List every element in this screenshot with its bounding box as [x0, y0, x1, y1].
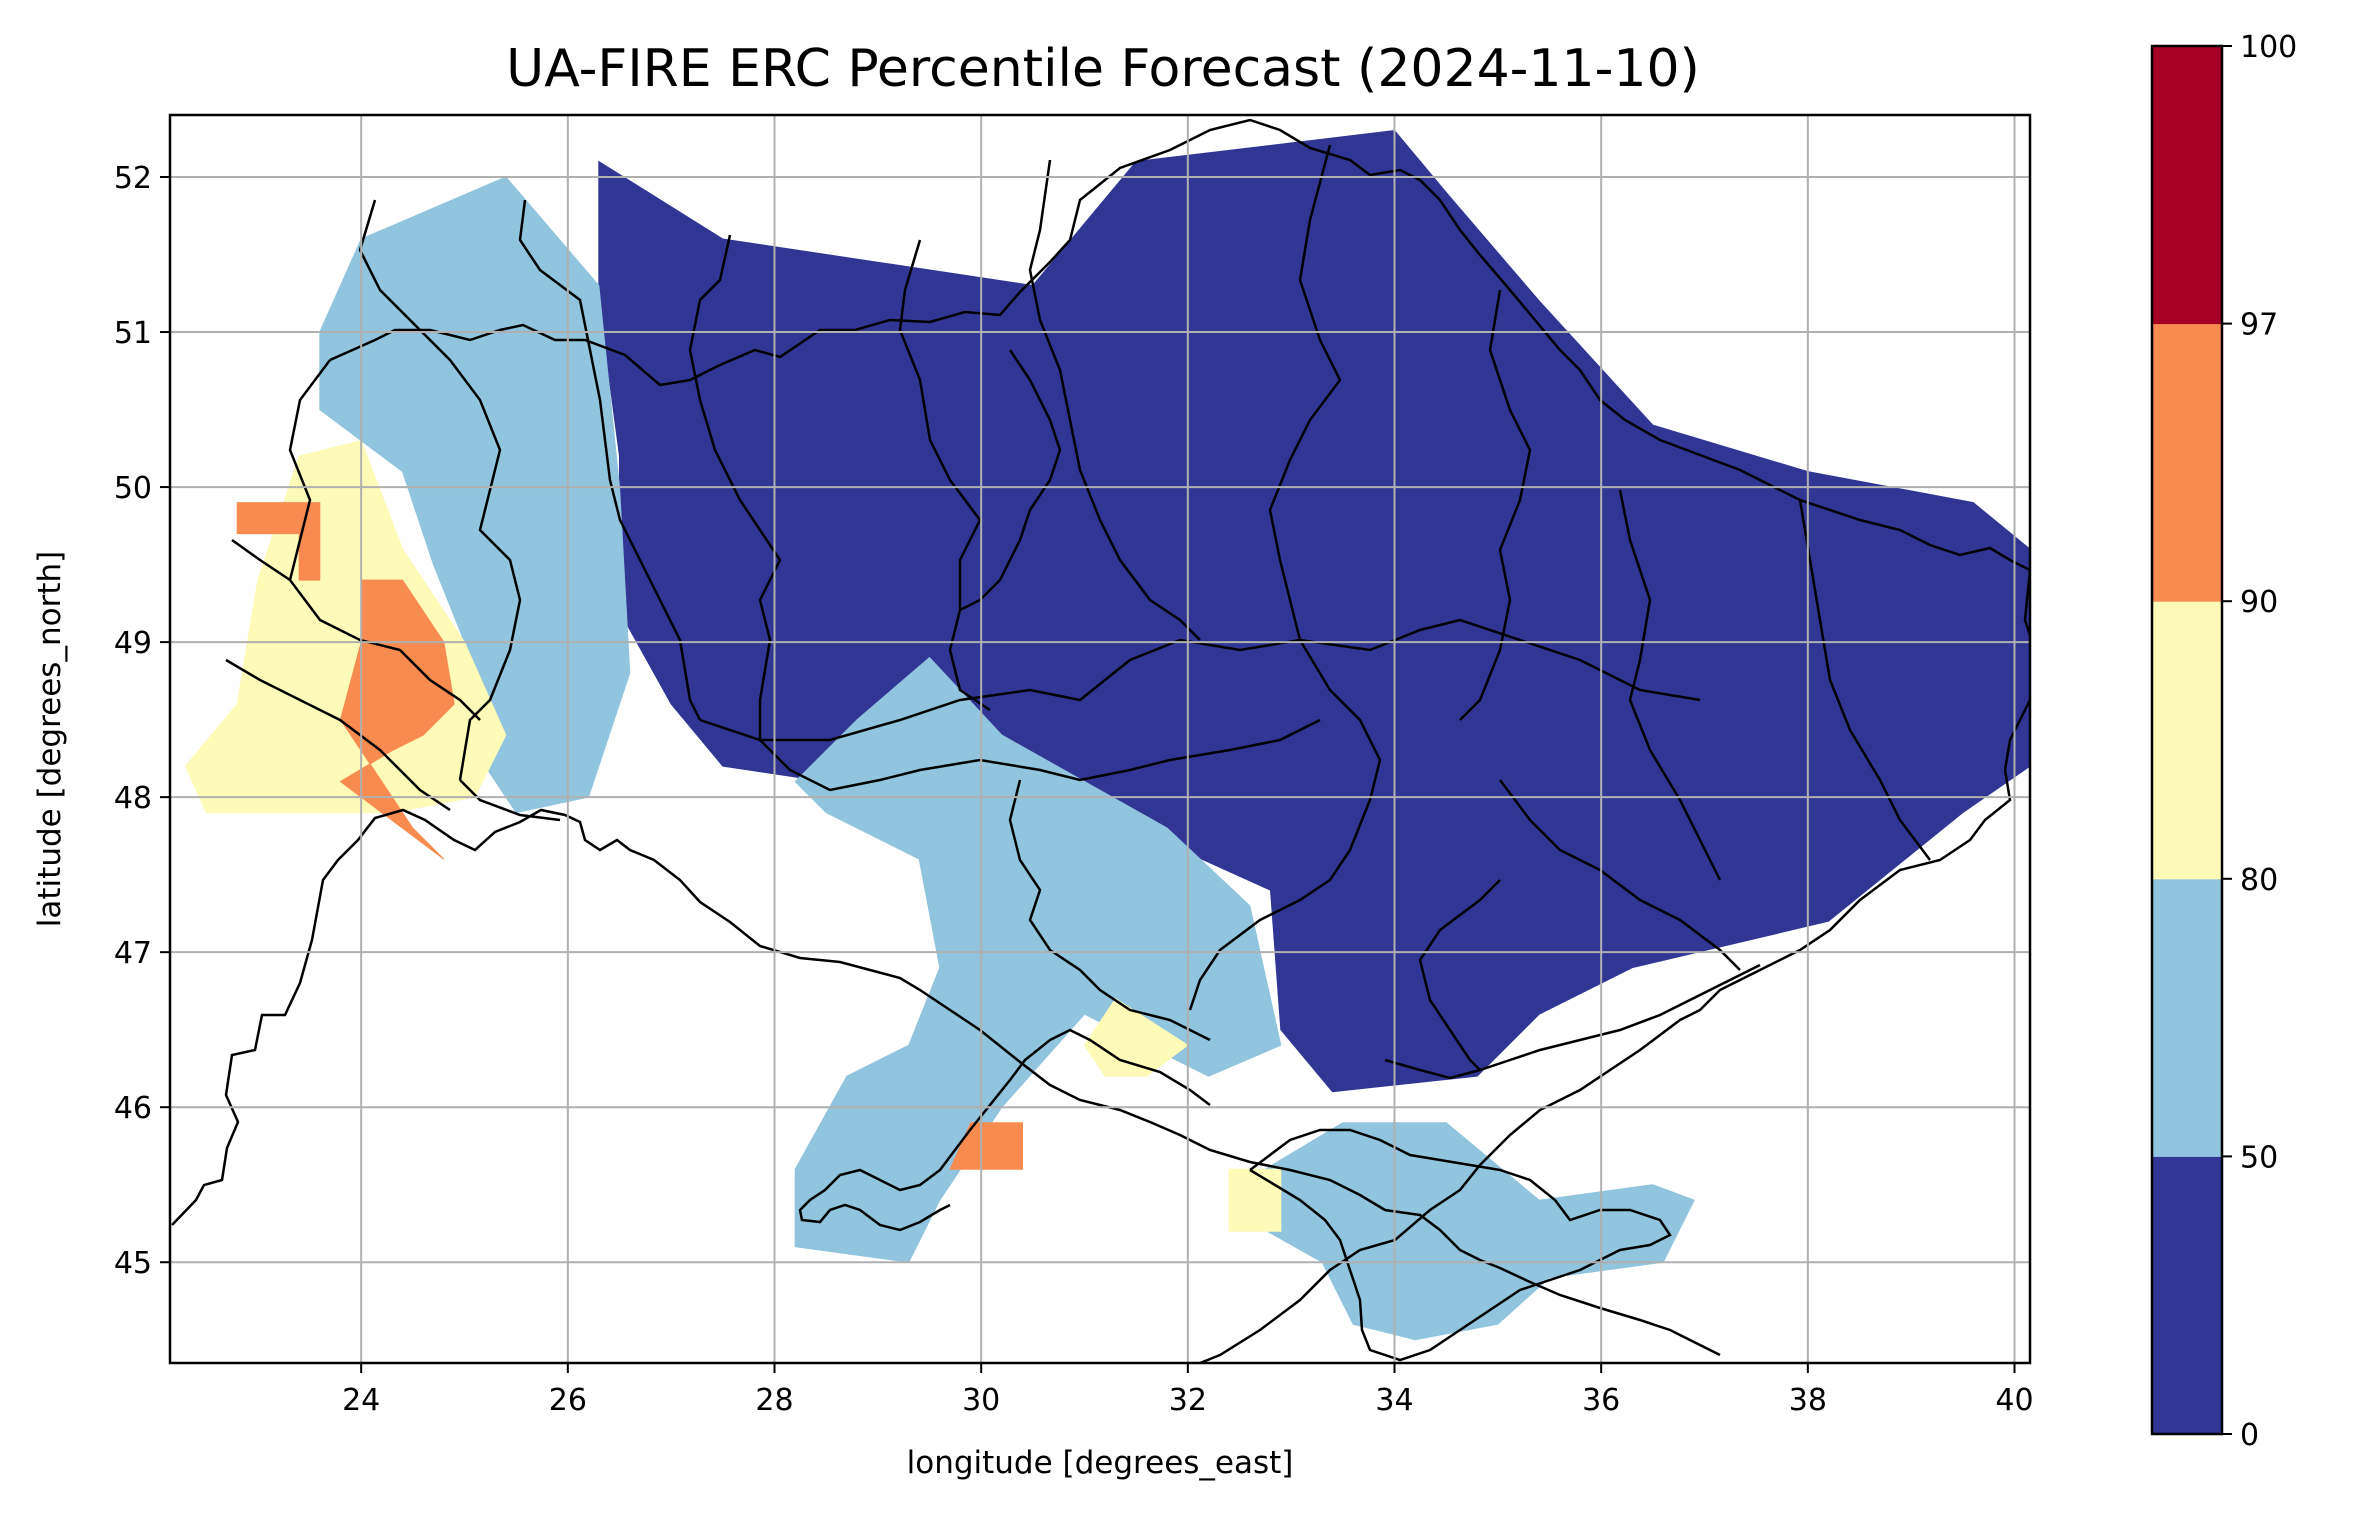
x-tick-label: 26: [549, 1383, 587, 1418]
colorbar-segment: [2152, 601, 2222, 880]
colorbar-tick-label: 100: [2240, 30, 2297, 65]
x-axis-label: longitude [degrees_east]: [907, 1445, 1294, 1481]
x-tick-label: 32: [1169, 1383, 1207, 1418]
oblast-borders-11: [1499, 779, 1741, 971]
oblast-borders-2: [688, 234, 782, 740]
oblast-borders-18: [225, 658, 451, 812]
crimea-coast: [1249, 1128, 1672, 1362]
oblast-borders-16: [288, 359, 481, 721]
colorbar-tick-label: 50: [2240, 1140, 2278, 1175]
plot-area: [170, 115, 2030, 1363]
country-border-north: [329, 118, 2030, 572]
coastline-odesa: [798, 1028, 1211, 1232]
colorbar-segment: [2152, 1156, 2222, 1435]
y-tick-label: 47: [114, 936, 152, 971]
country-border-east: [1199, 569, 2030, 1363]
oblast-borders-8: [759, 718, 1321, 792]
colorbar-segment: [2152, 878, 2222, 1157]
x-axis-ticks: 24 26 28 30 32 34 36 38 40: [342, 1363, 2034, 1418]
colorbar-tick-label: 90: [2240, 585, 2278, 620]
oblast-borders-14: [1418, 879, 1501, 1071]
y-tick-label: 45: [114, 1246, 152, 1281]
x-tick-label: 36: [1582, 1383, 1620, 1418]
colorbar: 0 50 80 90 97 100: [2150, 30, 2297, 1453]
x-tick-label: 40: [1995, 1383, 2033, 1418]
x-tick-label: 30: [962, 1383, 1000, 1418]
admin-borders: [171, 118, 2030, 1363]
erc-region-class-3-7: [236, 502, 321, 581]
x-tick-label: 28: [755, 1383, 793, 1418]
erc-region-class-2-5: [1083, 998, 1189, 1077]
colorbar-frame: [2150, 44, 2224, 1436]
x-tick-label: 24: [342, 1383, 380, 1418]
oblast-borders-5: [1268, 144, 1342, 641]
colorbar-tick-label: 97: [2240, 308, 2278, 343]
x-tick-label: 34: [1375, 1383, 1413, 1418]
azov-coast: [1384, 963, 1761, 1080]
oblast-borders-10: [1008, 779, 1211, 1042]
gridlines: [170, 115, 2030, 1363]
oblast-borders-9: [1188, 639, 1382, 1011]
y-tick-label: 50: [114, 471, 152, 506]
y-tick-label: 51: [114, 316, 152, 351]
oblast-borders-4: [1028, 159, 1201, 641]
y-tick-label: 49: [114, 626, 152, 661]
oblast-borders-3: [898, 239, 991, 712]
country-border: [171, 808, 1721, 1357]
y-tick-label: 46: [114, 1091, 152, 1126]
oblast-borders-15: [358, 199, 522, 781]
plot-frame: [168, 113, 2032, 1365]
y-axis-label: latitude [degrees_north]: [32, 551, 68, 927]
y-tick-label: 52: [114, 161, 152, 196]
y-tick-label: 48: [114, 781, 152, 816]
y-axis-ticks: 45 46 47 48 49 50 51 52: [114, 161, 170, 1281]
colorbar-tick-label: 0: [2240, 1418, 2259, 1453]
oblast-borders-20: [959, 349, 1062, 612]
colorbar-tick-label: 80: [2240, 863, 2278, 898]
oblast-borders-19: [459, 779, 561, 822]
colorbar-segment: [2152, 46, 2222, 325]
oblast-borders-13: [1798, 499, 1931, 861]
colorbar-segment: [2152, 323, 2222, 602]
x-tick-label: 38: [1789, 1383, 1827, 1418]
oblast-borders-6: [1459, 289, 1532, 721]
oblast-borders-1: [518, 199, 702, 721]
oblast-borders-17: [231, 538, 291, 582]
map-title: UA-FIRE ERC Percentile Forecast (2024-11…: [506, 39, 1700, 99]
oblast-borders-7: [699, 618, 1701, 742]
erc-region-class-0-0: [598, 129, 2030, 1093]
erc-region-class-2-6: [1228, 1168, 1282, 1232]
oblast-borders-12: [1618, 489, 1722, 881]
